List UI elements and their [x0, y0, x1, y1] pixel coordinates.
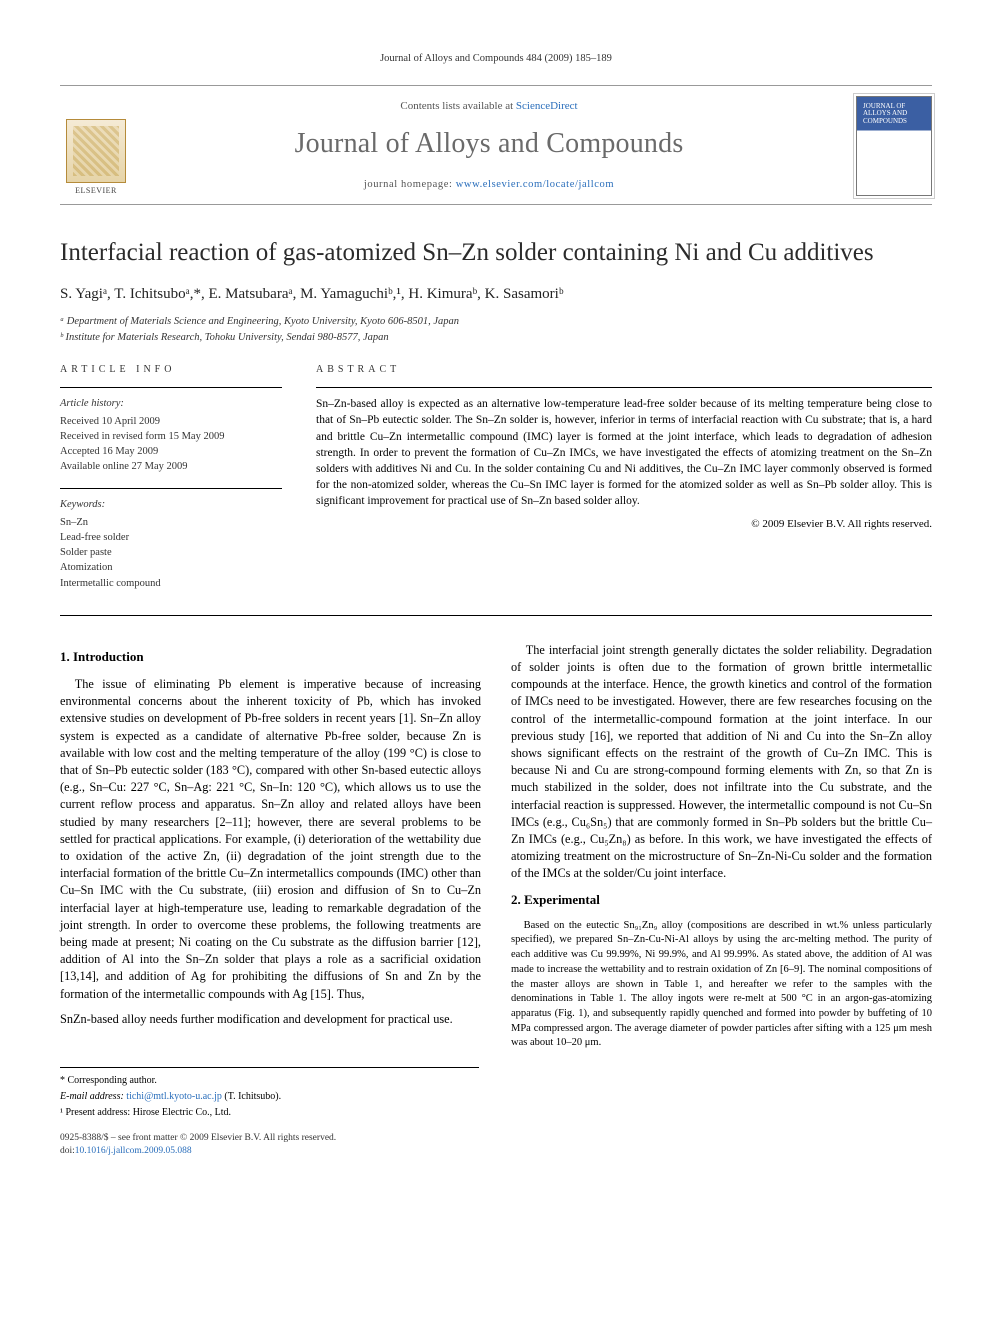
article-title: Interfacial reaction of gas-atomized Sn–…	[60, 237, 932, 268]
email-line: E-mail address: tichi@mtl.kyoto-u.ac.jp …	[60, 1090, 479, 1104]
keyword-item: Sn–Zn	[60, 515, 282, 530]
article-history: Article history: Received 10 April 2009 …	[60, 387, 282, 474]
experimental-paragraph: Based on the eutectic Sn₉₁Zn₉ alloy (com…	[511, 919, 932, 1051]
intro-paragraph: The interfacial joint strength generally…	[511, 642, 932, 883]
keywords-head: Keywords:	[60, 497, 282, 512]
journal-homepage-link[interactable]: www.elsevier.com/locate/jallcom	[456, 179, 614, 190]
journal-cover-thumb: JOURNAL OF ALLOYS AND COMPOUNDS	[856, 96, 932, 196]
keyword-item: Intermetallic compound	[60, 576, 282, 591]
abstract-heading: abstract	[316, 363, 932, 377]
email-link[interactable]: tichi@mtl.kyoto-u.ac.jp	[126, 1091, 222, 1102]
abstract-copyright: © 2009 Elsevier B.V. All rights reserved…	[316, 517, 932, 532]
authors-line: S. Yagiᵃ, T. Ichitsuboᵃ,*, E. Matsubaraᵃ…	[60, 284, 932, 305]
homepage-prefix: journal homepage:	[364, 179, 456, 190]
section-heading-experimental: 2. Experimental	[511, 891, 932, 909]
history-head: Article history:	[60, 396, 282, 411]
page-footer: 0925-8388/$ – see front matter © 2009 El…	[60, 1132, 932, 1159]
journal-masthead: ELSEVIER Contents lists available at Sci…	[60, 85, 932, 205]
affiliation-b: ᵇ Institute for Materials Research, Toho…	[60, 331, 932, 346]
history-revised: Received in revised form 15 May 2009	[60, 429, 282, 444]
section-rule	[60, 615, 932, 616]
doi-line: doi:10.1016/j.jallcom.2009.05.088	[60, 1145, 336, 1158]
cover-caption: JOURNAL OF ALLOYS AND COMPOUNDS	[863, 103, 925, 126]
corresponding-author-note: * Corresponding author.	[60, 1074, 479, 1088]
footnotes: * Corresponding author. E-mail address: …	[60, 1067, 479, 1120]
contents-prefix: Contents lists available at	[400, 100, 515, 112]
affiliations: ᵃ Department of Materials Science and En…	[60, 315, 932, 345]
abstract-text: Sn–Zn-based alloy is expected as an alte…	[316, 387, 932, 509]
keywords-block: Keywords: Sn–Zn Lead-free solder Solder …	[60, 488, 282, 590]
contents-available-line: Contents lists available at ScienceDirec…	[146, 99, 832, 114]
intro-paragraph-cont: SnZn-based alloy needs further modificat…	[60, 1011, 481, 1028]
elsevier-tree-icon	[66, 119, 126, 183]
email-who: (T. Ichitsubo).	[222, 1091, 281, 1102]
running-head: Journal of Alloys and Compounds 484 (200…	[60, 52, 932, 67]
publisher-block: ELSEVIER	[60, 96, 132, 196]
publisher-word: ELSEVIER	[75, 185, 117, 196]
article-info-heading: article info	[60, 363, 282, 377]
keyword-item: Lead-free solder	[60, 530, 282, 545]
keyword-item: Solder paste	[60, 545, 282, 560]
history-online: Available online 27 May 2009	[60, 459, 282, 474]
journal-homepage-line: journal homepage: www.elsevier.com/locat…	[146, 178, 832, 193]
body-columns: 1. Introduction The issue of eliminating…	[60, 642, 932, 1051]
doi-prefix: doi:	[60, 1146, 75, 1156]
sciencedirect-link[interactable]: ScienceDirect	[516, 100, 578, 112]
keyword-item: Atomization	[60, 560, 282, 575]
doi-link[interactable]: 10.1016/j.jallcom.2009.05.088	[75, 1146, 192, 1156]
affiliation-a: ᵃ Department of Materials Science and En…	[60, 315, 932, 330]
journal-name: Journal of Alloys and Compounds	[146, 124, 832, 163]
present-address-note: ¹ Present address: Hirose Electric Co., …	[60, 1106, 479, 1120]
history-accepted: Accepted 16 May 2009	[60, 444, 282, 459]
history-received: Received 10 April 2009	[60, 414, 282, 429]
intro-paragraph: The issue of eliminating Pb element is i…	[60, 676, 481, 1003]
section-heading-intro: 1. Introduction	[60, 648, 481, 666]
email-label: E-mail address:	[60, 1091, 126, 1102]
front-matter-line: 0925-8388/$ – see front matter © 2009 El…	[60, 1132, 336, 1145]
